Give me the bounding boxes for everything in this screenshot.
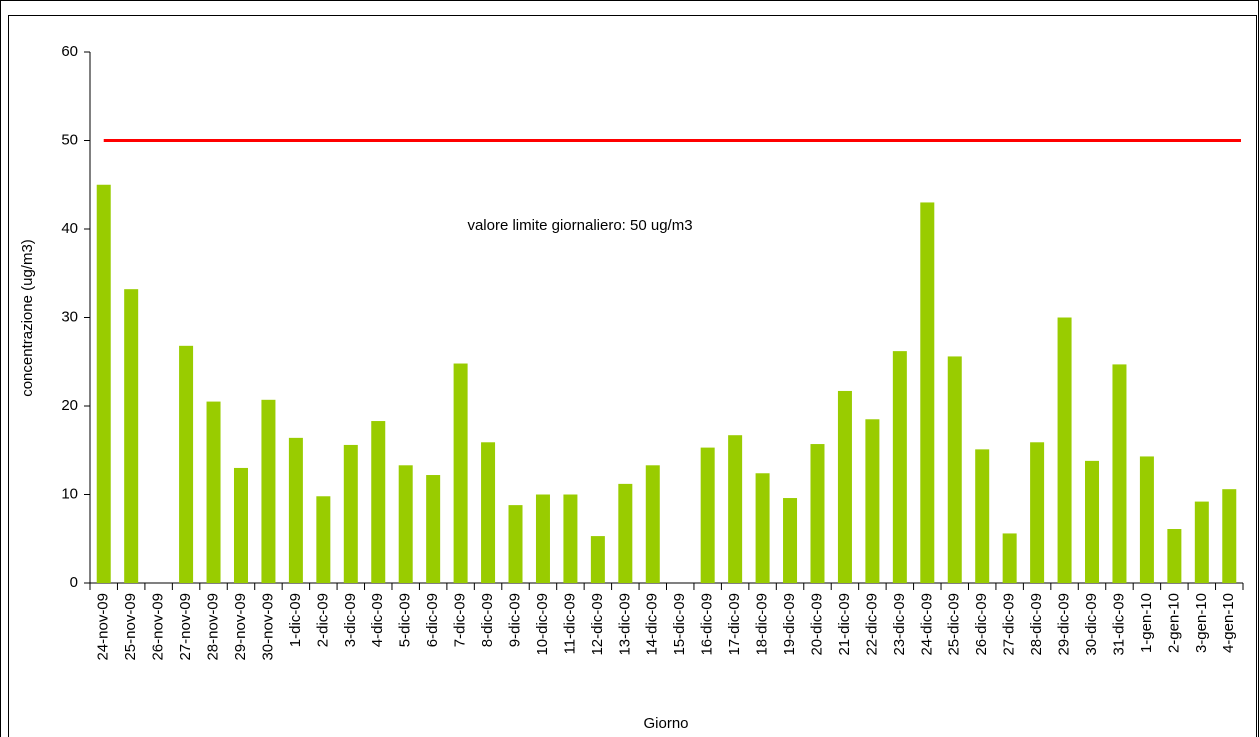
- x-tick-label: 16-dic-09: [699, 593, 716, 656]
- x-tick-label: 30-nov-09: [259, 593, 276, 661]
- y-tick-label: 10: [61, 485, 78, 502]
- bar: [1139, 456, 1154, 583]
- x-tick-label: 23-dic-09: [891, 593, 908, 656]
- bar: [1112, 364, 1127, 583]
- y-tick-label: 60: [61, 43, 78, 60]
- x-tick-label: 18-dic-09: [754, 593, 771, 656]
- bar: [1002, 533, 1017, 583]
- bar: [1085, 460, 1100, 583]
- x-tick-label: 13-dic-09: [616, 593, 633, 656]
- x-tick-label: 25-dic-09: [946, 593, 963, 656]
- bar: [618, 483, 633, 583]
- x-tick-label: 6-dic-09: [424, 593, 441, 647]
- x-tick-label: 29-nov-09: [232, 593, 249, 661]
- y-axis-label: concentrazione (ug/m3): [19, 239, 36, 397]
- bar: [96, 184, 111, 583]
- bar: [1167, 529, 1182, 583]
- x-tick-label: 28-nov-09: [205, 593, 222, 661]
- x-tick-label: 3-gen-10: [1193, 593, 1210, 653]
- x-tick-label: 31-dic-09: [1110, 593, 1127, 656]
- bar: [728, 435, 743, 583]
- bar: [261, 399, 276, 583]
- bar: [700, 447, 715, 583]
- bar: [645, 465, 660, 583]
- x-tick-label: 1-gen-10: [1138, 593, 1155, 653]
- x-tick-label: 3-dic-09: [342, 593, 359, 647]
- x-tick-label: 12-dic-09: [589, 593, 606, 656]
- bar: [206, 401, 221, 583]
- bar: [590, 536, 605, 583]
- x-tick-label: 9-dic-09: [506, 593, 523, 647]
- bar: [1194, 501, 1209, 583]
- bar: [783, 498, 798, 583]
- x-tick-label: 25-nov-09: [122, 593, 139, 661]
- x-tick-label: 19-dic-09: [781, 593, 798, 656]
- x-tick-label: 10-dic-09: [534, 593, 551, 656]
- chart-frame: [8, 15, 1257, 737]
- x-tick-label: 4-dic-09: [369, 593, 386, 647]
- bar: [892, 351, 907, 583]
- annotation: valore limite giornaliero: 50 ug/m3: [467, 217, 692, 234]
- x-tick-label: 26-nov-09: [150, 593, 167, 661]
- x-tick-label: 4-gen-10: [1220, 593, 1237, 653]
- bar: [371, 421, 386, 583]
- x-tick-label: 2-dic-09: [314, 593, 331, 647]
- bar: [755, 473, 770, 583]
- bar: [810, 444, 825, 583]
- bar: [398, 465, 413, 583]
- bar: [865, 419, 880, 583]
- bar: [837, 390, 852, 583]
- bar: [316, 496, 331, 583]
- x-tick-label: 2-gen-10: [1165, 593, 1182, 653]
- x-tick-label: 17-dic-09: [726, 593, 743, 656]
- bar: [508, 505, 523, 583]
- y-tick-label: 0: [70, 574, 78, 591]
- bar: [975, 449, 990, 583]
- bar: [453, 363, 468, 583]
- bar: [535, 494, 550, 583]
- x-tick-label: 21-dic-09: [836, 593, 853, 656]
- bar: [233, 467, 248, 583]
- x-tick-label: 22-dic-09: [863, 593, 880, 656]
- x-tick-label: 14-dic-09: [644, 593, 661, 656]
- bar: [179, 345, 194, 583]
- x-tick-label: 8-dic-09: [479, 593, 496, 647]
- bar: [343, 444, 358, 583]
- x-tick-label: 29-dic-09: [1056, 593, 1073, 656]
- bar: [1057, 317, 1072, 583]
- x-tick-label: 15-dic-09: [671, 593, 688, 656]
- bar: [563, 494, 578, 583]
- x-tick-label: 24-dic-09: [918, 593, 935, 656]
- x-tick-label: 5-dic-09: [397, 593, 414, 647]
- y-tick-label: 50: [61, 131, 78, 148]
- x-tick-label: 1-dic-09: [287, 593, 304, 647]
- x-tick-label: 24-nov-09: [95, 593, 112, 661]
- x-tick-label: 27-nov-09: [177, 593, 194, 661]
- bar: [947, 356, 962, 583]
- y-tick-label: 30: [61, 308, 78, 325]
- bar: [1222, 489, 1237, 583]
- x-axis-label: Giorno: [643, 715, 688, 732]
- bar: [481, 442, 496, 583]
- bar: [1030, 442, 1045, 583]
- y-tick-label: 20: [61, 397, 78, 414]
- x-tick-label: 27-dic-09: [1001, 593, 1018, 656]
- x-tick-label: 11-dic-09: [561, 593, 578, 654]
- x-tick-label: 7-dic-09: [452, 593, 469, 647]
- y-tick-label: 40: [61, 220, 78, 237]
- x-tick-label: 28-dic-09: [1028, 593, 1045, 656]
- bar: [920, 202, 935, 583]
- x-tick-label: 20-dic-09: [808, 593, 825, 656]
- x-tick-label: 26-dic-09: [973, 593, 990, 656]
- bar: [124, 289, 139, 583]
- bar: [426, 475, 441, 583]
- bar: [288, 437, 303, 583]
- x-tick-label: 30-dic-09: [1083, 593, 1100, 656]
